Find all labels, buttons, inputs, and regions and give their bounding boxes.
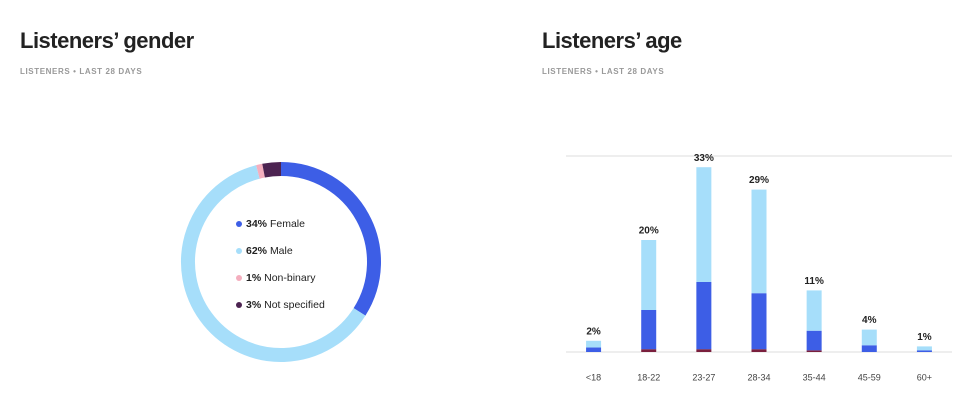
x-tick-label: 23-27 [692,372,715,382]
legend-label: Female [270,218,305,230]
bar-segment [916,350,932,352]
legend-entry: 1% Non-binary [246,272,316,284]
legend-label: Not specified [264,299,325,311]
bar-segment [916,346,932,351]
x-tick-label: 35-44 [803,372,826,382]
bar-segment [641,240,657,310]
bar-segment [586,347,602,352]
legend-entry: 62% Male [246,245,293,257]
bar-segment [696,282,712,350]
legend-value: 3% [246,299,262,311]
bar-segment [806,350,822,352]
legend-value: 1% [246,272,262,284]
bar-segment [696,167,712,282]
donut-segment [181,165,366,362]
bar-segment [751,349,767,352]
bar-total-label: 33% [694,153,714,164]
chart-subtitle: LISTENERS • LAST 28 DAYS [542,67,664,76]
donut-segment [280,162,381,316]
bar-segment [696,349,712,352]
bar-segment [806,330,822,351]
donut-segment [262,162,282,178]
bar-total-label: 20% [639,226,659,237]
x-tick-label: 45-59 [858,372,881,382]
chart-title: Listeners’ gender [20,28,195,53]
legend-swatch [236,248,242,254]
bar-segment [641,349,657,352]
bar-segment [861,345,877,352]
legend-value: 62% [246,245,268,257]
donut-segment [256,163,265,179]
legend-swatch [236,275,242,281]
x-tick-label: <18 [586,372,601,382]
bar-segment [806,290,822,331]
chart-subtitle: LISTENERS • LAST 28 DAYS [20,67,142,76]
bar-segment [641,310,657,350]
x-tick-label: 18-22 [637,372,660,382]
bar-total-label: 2% [586,326,601,337]
legend-value: 34% [246,218,268,230]
bar-segment [751,293,767,350]
x-tick-label: 60+ [917,372,932,382]
bar-segment [861,329,877,346]
legend-swatch [236,302,242,308]
chart-title: Listeners’ age [542,28,682,53]
bar-segment [586,340,602,348]
legend-label: Non-binary [264,272,316,284]
legend-swatch [236,221,242,227]
x-tick-label: 28-34 [747,372,770,382]
bar-total-label: 1% [917,332,932,343]
bar-segment [751,189,767,294]
legend-entry: 34% Female [246,218,305,230]
legend-entry: 3% Not specified [246,299,325,311]
bar-total-label: 11% [804,276,824,287]
legend-label: Male [270,245,293,257]
bar-total-label: 4% [862,315,877,326]
bar-total-label: 29% [749,175,769,186]
